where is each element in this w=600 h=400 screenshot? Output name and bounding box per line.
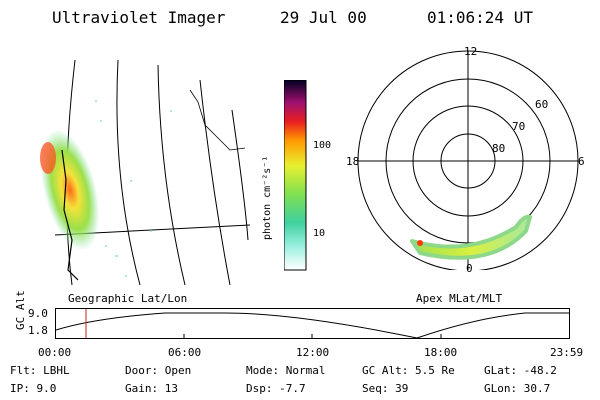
info-door: Door: Open: [125, 364, 192, 377]
time: 01:06:24 UT: [427, 8, 533, 27]
info-glon: GLon: 30.7: [484, 382, 551, 395]
colorbar-tick-100: 100: [313, 140, 332, 151]
orbit-xtick-0: 00:00: [38, 346, 72, 359]
geographic-map: [40, 59, 251, 286]
info-ip: IP: 9.0: [10, 382, 57, 395]
orbit-plot: [55, 308, 570, 339]
colorbar: [284, 80, 307, 271]
info-dsp: Dsp: -7.7: [246, 382, 306, 395]
orbit-ytick-9: 9.0: [28, 307, 48, 320]
info-mode: Mode: Normal: [246, 364, 326, 377]
aurora-emission: [40, 129, 100, 251]
ring-label-60: 60: [535, 98, 549, 111]
polar-plot: [357, 50, 579, 270]
orbit-ytick-1.8: 1.8: [28, 324, 48, 337]
info-gc-alt: GC Alt: 5.5 Re: [362, 364, 455, 377]
colorbar-unit: photon cm⁻²s⁻¹: [262, 155, 273, 240]
title: Ultraviolet Imager: [52, 8, 226, 27]
mlt-label-18: 18: [346, 155, 360, 168]
orbit-xtick-2: 12:00: [296, 346, 330, 359]
geo-label: Geographic Lat/Lon: [68, 292, 188, 305]
info-seq: Seq: 39: [362, 382, 409, 395]
coastline: [61, 149, 79, 281]
altitude-curve: [55, 312, 569, 339]
ring-label-70: 70: [512, 120, 526, 133]
orbit-xtick-1: 06:00: [168, 346, 202, 359]
date: 29 Jul 00: [280, 8, 367, 27]
aurora-oval: [410, 214, 532, 260]
mlt-label-12: 12: [464, 45, 478, 58]
orbit-xtick-3: 18:00: [424, 346, 458, 359]
polar-label: Apex MLat/MLT: [416, 292, 503, 305]
mlt-label-0: 0: [466, 262, 473, 275]
info-gain: Gain: 13: [125, 382, 178, 395]
colorbar-tick-10: 10: [313, 228, 326, 239]
mlt-label-6: 6: [578, 155, 585, 168]
info-glat: GLat: -48.2: [484, 364, 557, 377]
ring-label-80: 80: [492, 142, 506, 155]
noise-speckles: [95, 100, 172, 277]
info-filter: Flt: LBHL: [10, 364, 70, 377]
orbit-xtick-4: 23:59: [550, 346, 584, 359]
orbit-ylabel: GC Alt: [14, 290, 27, 330]
